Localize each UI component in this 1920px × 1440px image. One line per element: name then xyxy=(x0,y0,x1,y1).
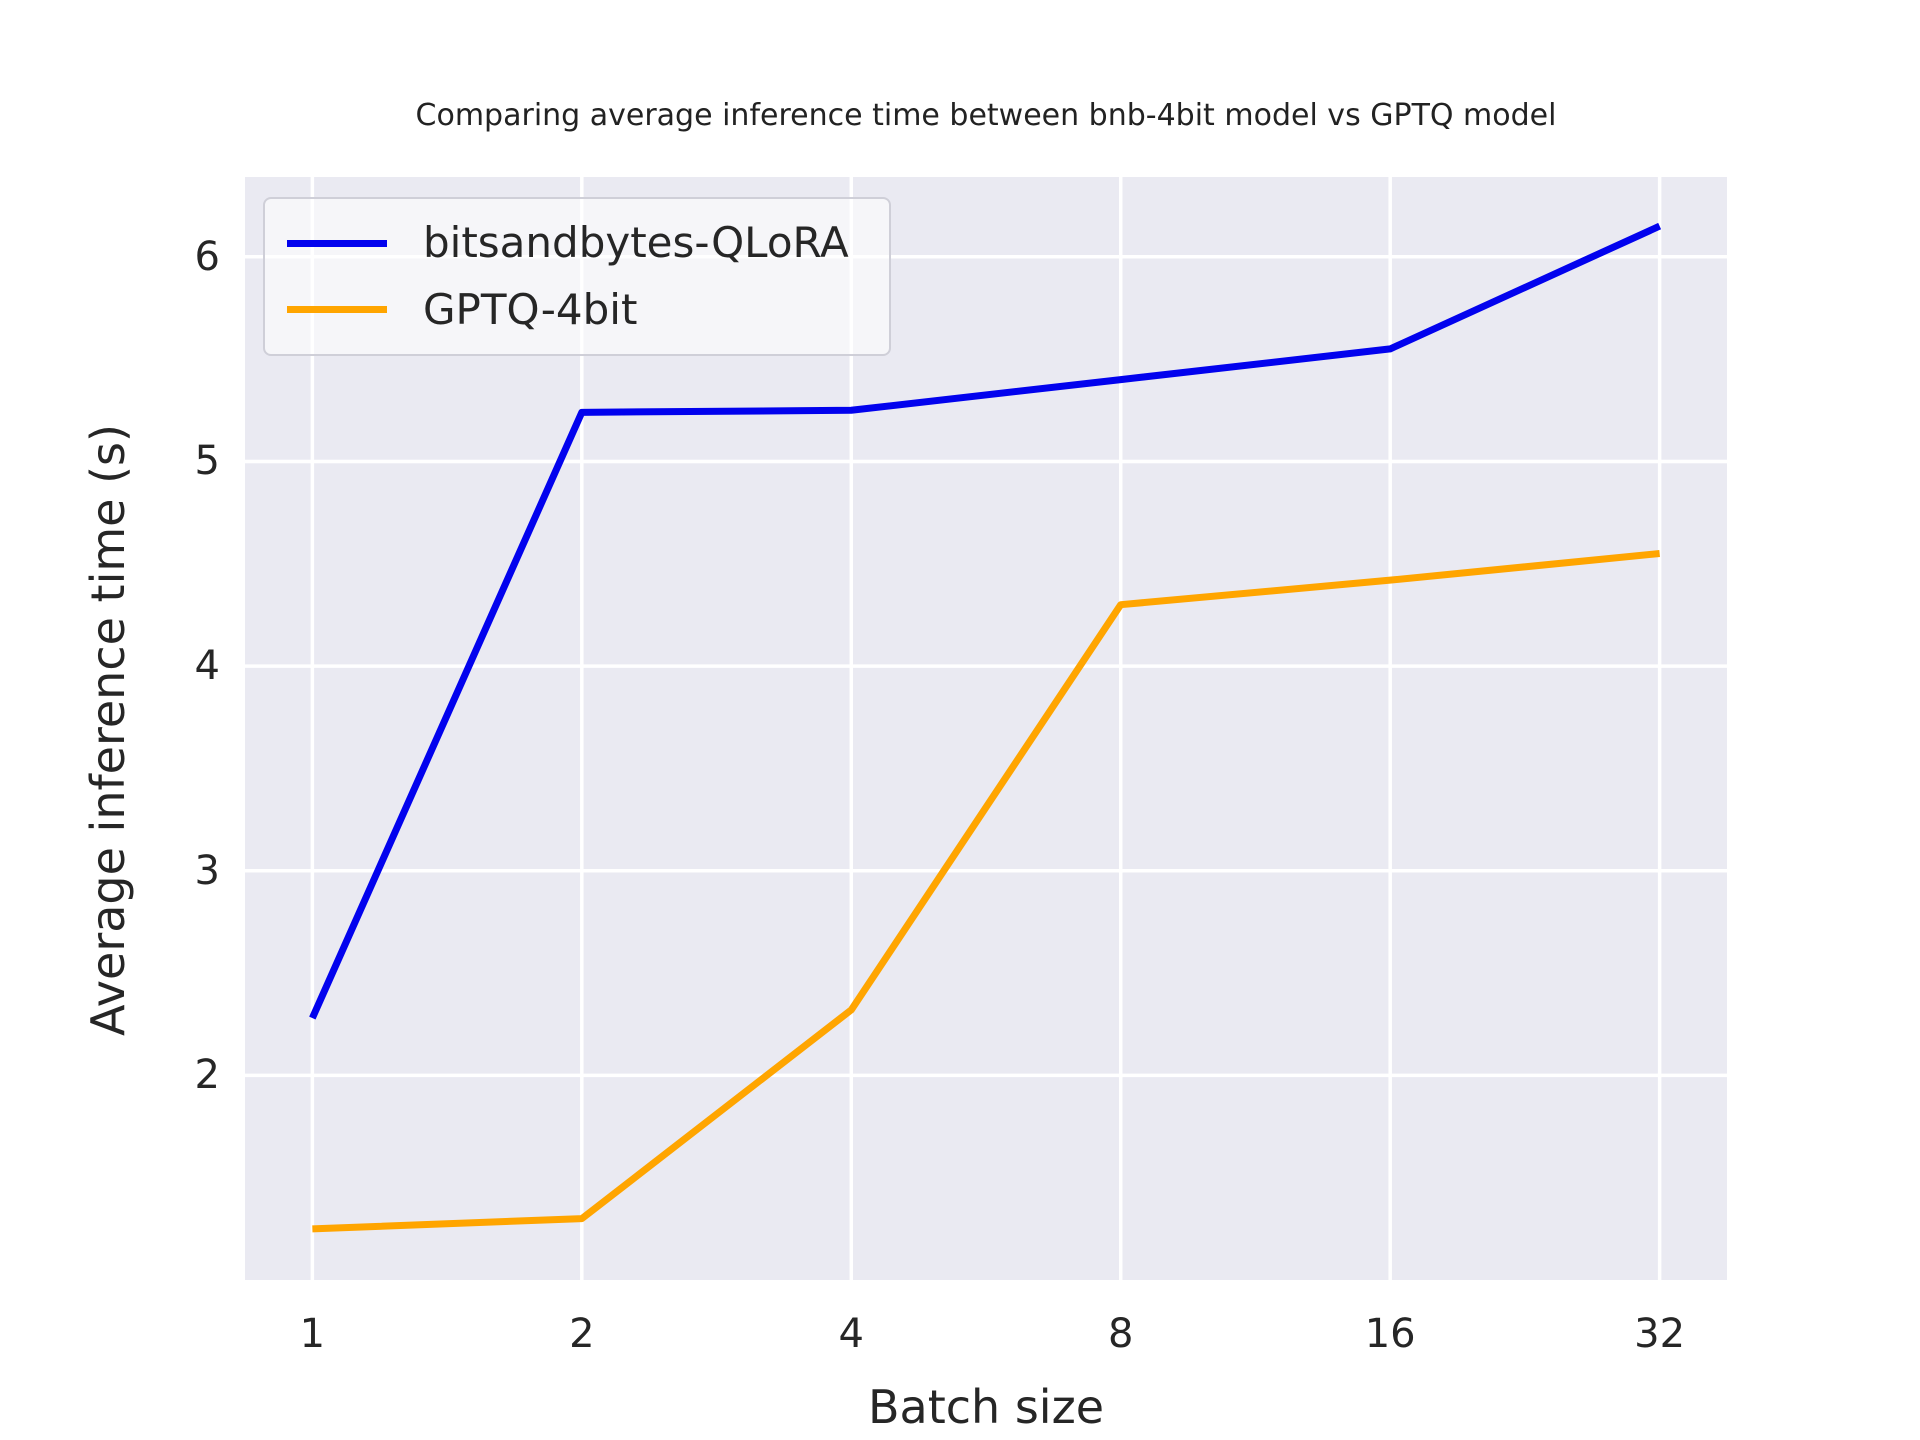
y-tick-label: 2 xyxy=(194,1052,220,1099)
y-axis-label: Average inference time (s) xyxy=(81,424,135,1036)
x-tick-label: 1 xyxy=(299,1311,326,1357)
legend-line-sample-blue xyxy=(287,239,387,247)
legend-line-sample-orange xyxy=(287,306,387,314)
series-line-GPTQ-4bit xyxy=(312,550,1660,1233)
y-tick-label: 6 xyxy=(194,233,220,280)
x-tick-label: 4 xyxy=(838,1311,864,1357)
legend-entry-gptq: GPTQ-4bit xyxy=(287,284,849,337)
y-tick-label: 3 xyxy=(194,847,220,894)
x-tick-label: 8 xyxy=(1107,1311,1134,1357)
chart-title: Comparing average inference time between… xyxy=(415,98,1557,133)
plot-area: bitsandbytes-QLoRA GPTQ-4bit xyxy=(245,177,1727,1280)
y-tick-label: 4 xyxy=(194,643,220,690)
x-tick-label: 2 xyxy=(569,1311,595,1357)
x-tick-label: 32 xyxy=(1634,1311,1686,1357)
legend-label: GPTQ-4bit xyxy=(423,284,638,334)
plot-canvas xyxy=(245,177,1727,1280)
legend-label: bitsandbytes-QLoRA xyxy=(423,218,849,267)
x-axis-label: Batch size xyxy=(867,1380,1105,1434)
series-line-bitsandbytes-QLoRA xyxy=(309,222,1662,1020)
legend-entry-bitsandbytes: bitsandbytes-QLoRA xyxy=(287,217,849,270)
y-tick-label: 5 xyxy=(194,438,220,485)
legend: bitsandbytes-QLoRA GPTQ-4bit xyxy=(263,197,891,356)
x-tick-label: 16 xyxy=(1364,1311,1416,1357)
